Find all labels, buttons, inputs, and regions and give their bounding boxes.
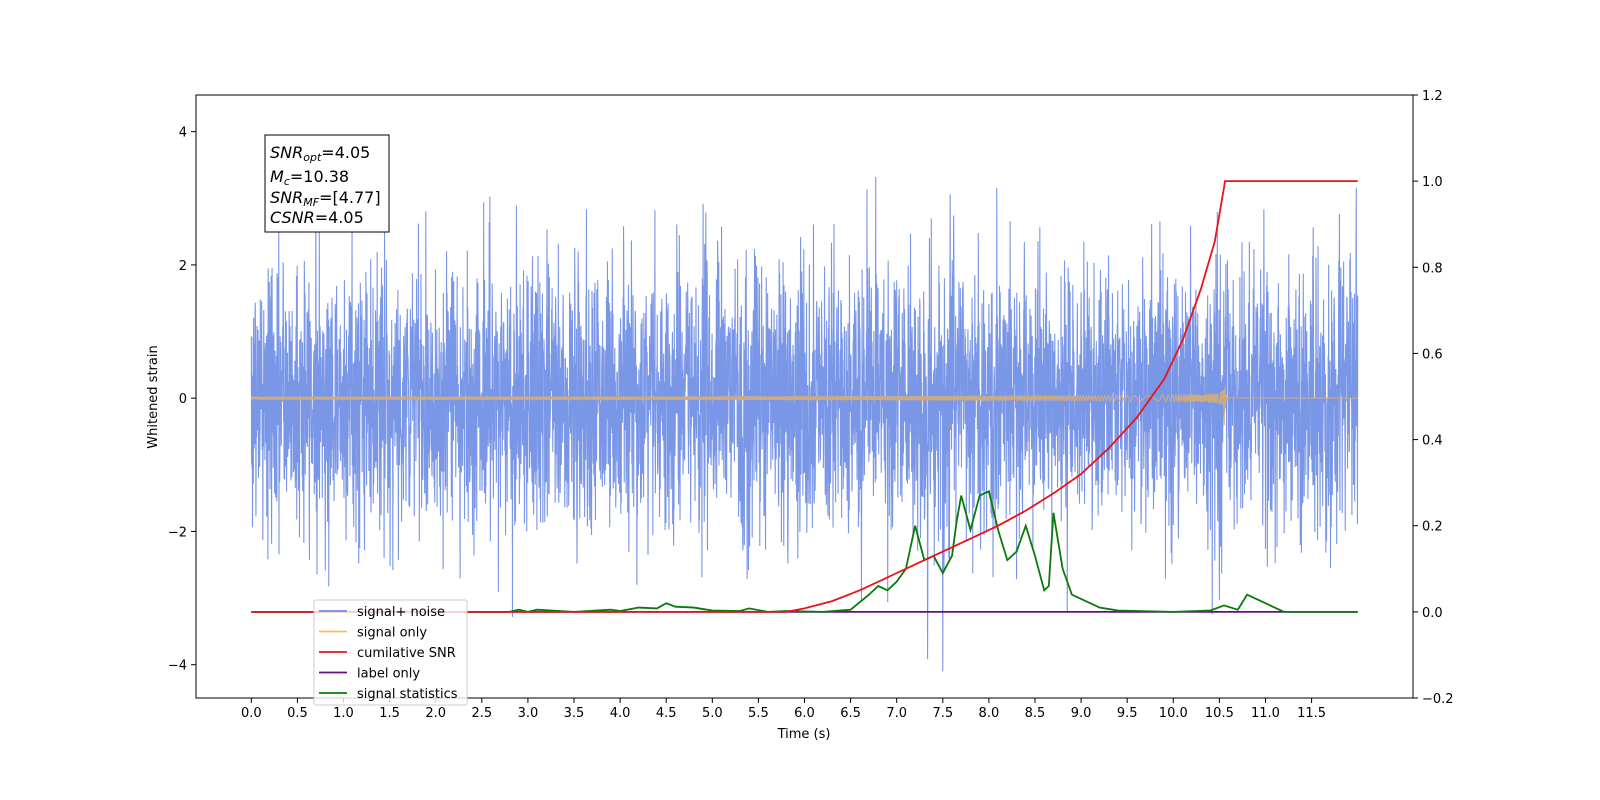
y-tick-label: 4 — [179, 126, 187, 141]
y-tick-label: −2 — [168, 525, 187, 540]
annotation-mc: Mc=10.38 — [270, 167, 349, 188]
legend-label: label only — [357, 667, 420, 682]
y-tick-label: 0 — [179, 392, 187, 407]
legend-label: signal statistics — [357, 687, 458, 702]
series-signal-only-overlay — [250, 385, 1358, 426]
x-tick-label: 3.5 — [564, 706, 585, 721]
series-signal-noise — [250, 177, 1359, 672]
y2-tick-label: 1.0 — [1422, 175, 1443, 190]
x-tick-label: 11.5 — [1297, 706, 1326, 721]
x-tick-label: 10.0 — [1159, 706, 1188, 721]
x-tick-label: 2.0 — [425, 706, 446, 721]
legend-label: signal only — [357, 626, 427, 641]
y2-tick-label: 0.2 — [1422, 520, 1443, 535]
x-tick-label: 1.0 — [333, 706, 354, 721]
y2-tick-label: 0.0 — [1422, 606, 1443, 621]
y-axis-right: 1.2 1.0 0.8 0.6 0.4 0.2 0.0 −0.2 — [1413, 89, 1454, 707]
annotation-snr-opt: SNRopt=4.05 — [270, 143, 370, 164]
x-tick-label: 6.5 — [840, 706, 861, 721]
y-tick-label: −4 — [168, 659, 187, 674]
x-tick-label: 7.0 — [886, 706, 907, 721]
y2-tick-label: 0.4 — [1422, 434, 1443, 449]
y2-tick-label: −0.2 — [1422, 692, 1454, 707]
x-tick-label: 0.0 — [241, 706, 262, 721]
x-tick-label: 4.5 — [656, 706, 677, 721]
x-tick-label: 9.0 — [1071, 706, 1092, 721]
y-tick-label: 2 — [179, 259, 187, 274]
x-tick-label: 10.5 — [1205, 706, 1234, 721]
annotation-snr-mf: SNRMF=[4.77] — [270, 188, 381, 209]
x-tick-label: 11.0 — [1251, 706, 1280, 721]
x-axis-label: Time (s) — [777, 727, 831, 742]
y-axis-left: 4 2 0 −2 −4 — [168, 126, 196, 674]
annotation-box: SNRopt=4.05 Mc=10.38 SNRMF=[4.77] CSNR=4… — [264, 134, 390, 233]
y-axis-label: Whitened strain — [146, 345, 161, 448]
x-tick-label: 8.5 — [1025, 706, 1046, 721]
x-tick-label: 1.5 — [379, 706, 400, 721]
x-axis: 0.0 0.5 1.0 1.5 2.0 2.5 3.0 3.5 4.0 4.5 5.0 5.5 6.0 6… — [241, 698, 1326, 721]
y2-tick-label: 0.6 — [1422, 347, 1443, 362]
y2-tick-label: 0.8 — [1422, 261, 1443, 276]
x-tick-label: 8.0 — [979, 706, 1000, 721]
x-tick-label: 7.5 — [932, 706, 953, 721]
plot-area — [250, 177, 1359, 672]
x-tick-label: 3.0 — [518, 706, 539, 721]
x-tick-label: 0.5 — [287, 706, 308, 721]
x-tick-label: 5.5 — [748, 706, 769, 721]
x-tick-label: 5.0 — [702, 706, 723, 721]
legend-label: signal+ noise — [357, 605, 445, 620]
series-cumulative-snr — [251, 180, 1358, 613]
series-signal-statistics — [251, 489, 1358, 613]
x-tick-label: 6.0 — [794, 706, 815, 721]
x-tick-label: 4.0 — [610, 706, 631, 721]
x-tick-label: 2.5 — [471, 706, 492, 721]
x-tick-label: 9.5 — [1117, 706, 1138, 721]
legend: signal+ noise signal only cumilative SNR la… — [313, 599, 468, 706]
annotation-csnr: CSNR=4.05 — [270, 208, 364, 227]
legend-label: cumilative SNR — [357, 646, 456, 661]
y2-tick-label: 1.2 — [1422, 89, 1443, 104]
